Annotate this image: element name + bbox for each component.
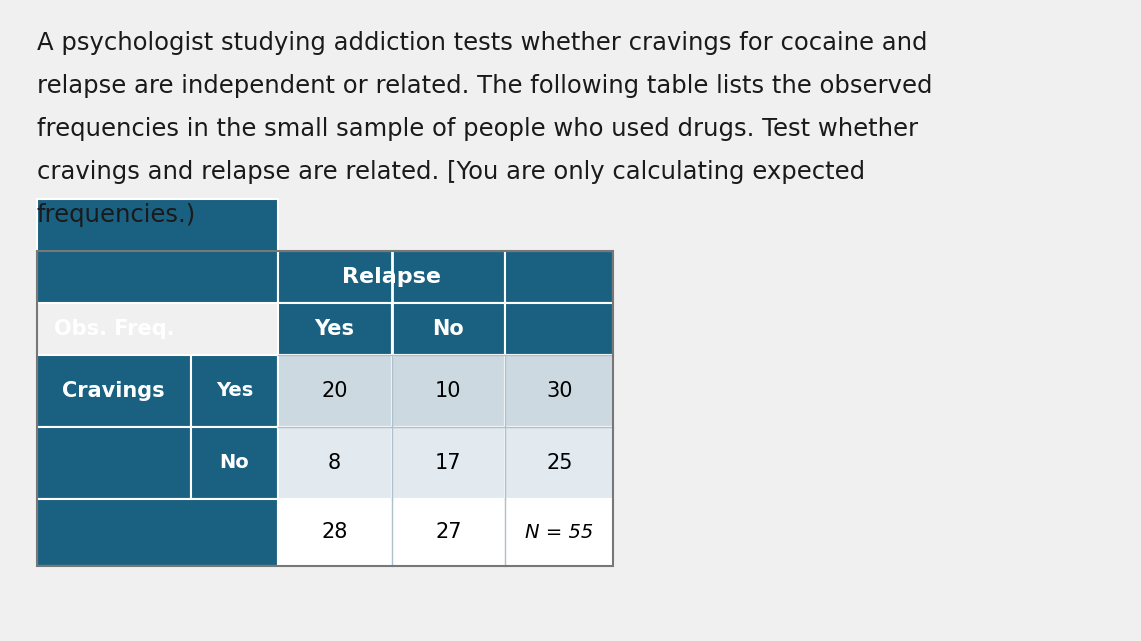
Bar	[391, 303, 505, 355]
Bar	[277, 499, 391, 566]
Bar	[391, 499, 505, 566]
Bar	[277, 427, 391, 499]
Text: frequencies.): frequencies.)	[37, 203, 196, 227]
Text: No: No	[432, 319, 464, 339]
Text: 25: 25	[547, 453, 573, 473]
Text: Relapse: Relapse	[342, 267, 442, 287]
Text: A psychologist studying addiction tests whether cravings for cocaine and: A psychologist studying addiction tests …	[37, 31, 928, 55]
Bar	[505, 355, 614, 427]
Text: 27: 27	[435, 522, 462, 542]
Bar	[391, 355, 505, 427]
Bar	[37, 199, 277, 303]
Text: Obs. Freq.: Obs. Freq.	[54, 319, 175, 339]
Text: cravings and relapse are related. [You are only calculating expected: cravings and relapse are related. [You a…	[37, 160, 865, 184]
Text: No: No	[219, 453, 249, 472]
Text: 28: 28	[322, 522, 348, 542]
Bar	[37, 355, 191, 427]
Bar	[505, 427, 614, 499]
Bar	[505, 251, 614, 303]
Text: Yes: Yes	[315, 319, 355, 339]
Bar	[277, 251, 505, 303]
Text: Yes: Yes	[216, 381, 253, 401]
Text: 10: 10	[435, 381, 462, 401]
Text: 8: 8	[329, 453, 341, 473]
Text: 20: 20	[322, 381, 348, 401]
Text: Cravings: Cravings	[63, 381, 165, 401]
Bar	[37, 427, 191, 499]
Text: frequencies in the small sample of people who used drugs. Test whether: frequencies in the small sample of peopl…	[37, 117, 917, 141]
Bar	[37, 251, 614, 566]
Text: relapse are independent or related. The following table lists the observed: relapse are independent or related. The …	[37, 74, 932, 98]
Bar	[391, 427, 505, 499]
Text: 30: 30	[547, 381, 573, 401]
Text: N = 55: N = 55	[525, 523, 593, 542]
Bar	[191, 427, 277, 499]
Bar	[191, 355, 277, 427]
Bar	[37, 499, 277, 566]
Bar	[277, 303, 391, 355]
Bar	[505, 303, 614, 355]
Bar	[505, 499, 614, 566]
Bar	[277, 355, 391, 427]
Text: 17: 17	[435, 453, 462, 473]
